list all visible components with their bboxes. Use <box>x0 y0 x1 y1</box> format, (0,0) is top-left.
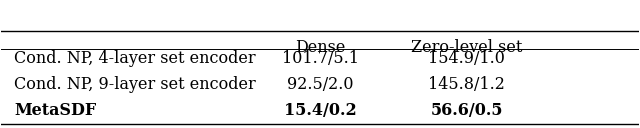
Text: Dense: Dense <box>295 39 345 56</box>
Text: 101.7/5.1: 101.7/5.1 <box>282 50 358 67</box>
Text: 15.4/0.2: 15.4/0.2 <box>284 102 356 119</box>
Text: 92.5/2.0: 92.5/2.0 <box>287 76 353 93</box>
Text: Zero-level set: Zero-level set <box>411 39 522 56</box>
Text: 56.6/0.5: 56.6/0.5 <box>430 102 503 119</box>
Text: Cond. NP, 4-layer set encoder: Cond. NP, 4-layer set encoder <box>14 50 256 67</box>
Text: MetaSDF: MetaSDF <box>14 102 97 119</box>
Text: 145.8/1.2: 145.8/1.2 <box>428 76 505 93</box>
Text: 154.9/1.0: 154.9/1.0 <box>428 50 505 67</box>
Text: Cond. NP, 9-layer set encoder: Cond. NP, 9-layer set encoder <box>14 76 256 93</box>
